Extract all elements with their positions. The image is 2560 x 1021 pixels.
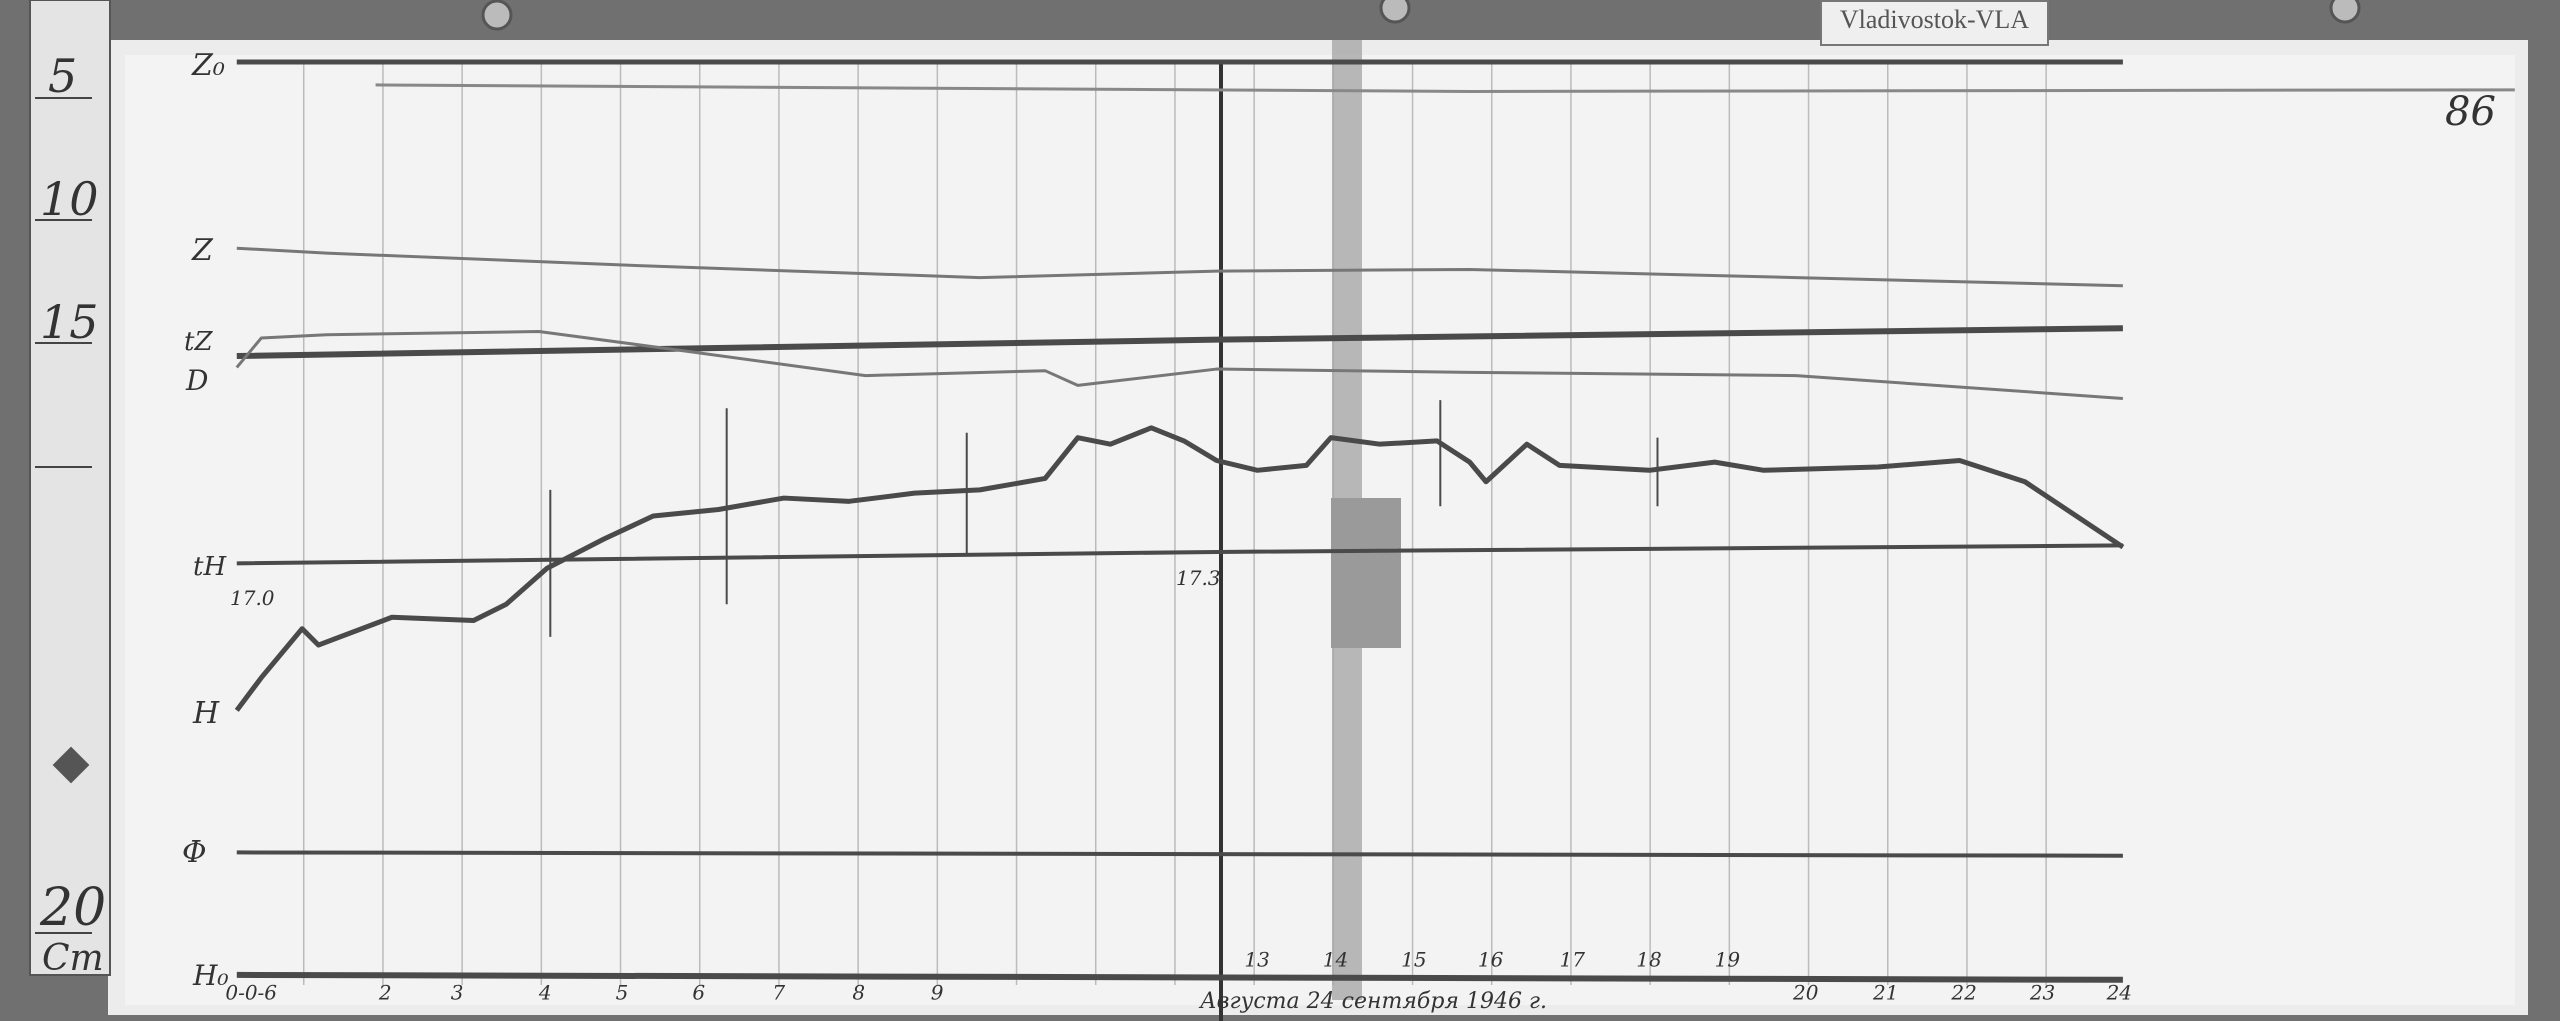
label-d: D (185, 364, 208, 397)
hour-label: 15 (1401, 948, 1426, 972)
hour-label: 9 (931, 980, 944, 1004)
label-h: H (192, 696, 220, 731)
screw-icon (481, 0, 513, 31)
trace-z (236, 246, 2123, 288)
label-z0: Z₀ (191, 48, 225, 83)
hour-label: 20 (1792, 980, 1819, 1004)
baseline-h0 (236, 971, 2123, 983)
trace-d (235, 329, 2124, 400)
hour-label: 21 (1872, 980, 1898, 1004)
sheet-number: 86 (2445, 89, 2496, 135)
hour-label: 24 (2106, 980, 2132, 1004)
hour-label: 18 (1636, 948, 1661, 972)
hour-label: 0-0-6 (225, 980, 277, 1004)
hour-label: 6 (692, 980, 705, 1004)
screw-icon (2329, 0, 2361, 24)
ruler-mark-15: 15 (40, 295, 99, 349)
ruler-mark-10: 10 (40, 172, 99, 226)
hour-label: 4 (538, 980, 552, 1004)
hour-label: 23 (2029, 980, 2055, 1004)
hour-label: 2 (378, 980, 392, 1004)
hour-label: 17 (1560, 948, 1586, 972)
hour-grid (302, 60, 2047, 985)
glass-edge-line (375, 83, 2515, 93)
hour-label: 7 (772, 980, 785, 1004)
label-h0: H₀ (192, 959, 229, 992)
ruler-mark-5: 5 (48, 49, 77, 103)
station-tag: Vladivostok-VLA (1820, 0, 2049, 46)
ruler-marker-icon (52, 746, 90, 784)
trace-h (234, 425, 2125, 712)
hour-label: 19 (1715, 948, 1741, 972)
ruler-mark-20: 20 (39, 878, 106, 938)
paper (125, 55, 2515, 1005)
hour-label: 5 (616, 980, 629, 1004)
label-phi: Φ (182, 835, 207, 870)
hour-label: 14 (1323, 948, 1348, 972)
ruler-unit: Cm (42, 938, 104, 979)
label-z: Z (191, 233, 214, 268)
hour-label: 8 (852, 980, 865, 1004)
hour-label: 16 (1478, 948, 1504, 972)
label-th: tH (193, 552, 227, 582)
date-note: Августа 24 сентября 1946 г. (1198, 989, 1547, 1014)
screw-icon (1379, 0, 1411, 24)
ruler (29, 0, 111, 976)
time-mark-mid: 17.3 (1176, 566, 1221, 590)
baseline-phi (236, 850, 2123, 858)
hour-label: 22 (1950, 980, 1976, 1004)
traces (234, 59, 2515, 983)
label-tz: tZ (184, 327, 213, 357)
baseline-tz (236, 325, 2123, 359)
shadow-block (1331, 498, 1401, 648)
time-mark-start: 17.0 (230, 586, 275, 610)
hour-label: 13 (1244, 948, 1269, 972)
hour-label: 3 (451, 980, 464, 1004)
